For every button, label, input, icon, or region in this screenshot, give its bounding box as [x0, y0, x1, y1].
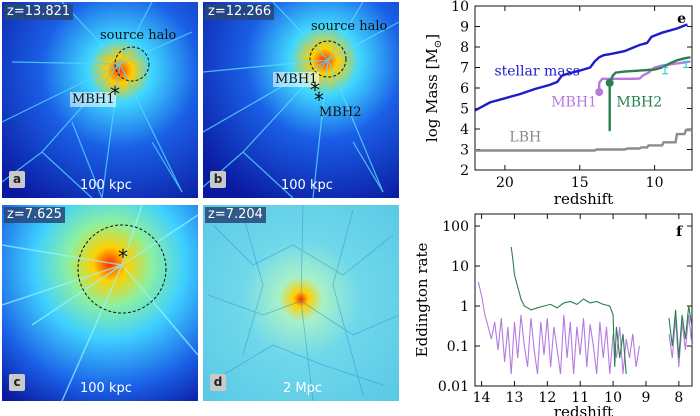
- x-tick-label: 13: [506, 390, 524, 406]
- x-tick-label: 14: [473, 390, 491, 406]
- y-tick-label: 10: [451, 259, 469, 275]
- mass-chart: 2 3 4 5 6 7 8 9 10 20 15 10 redshift log Mass [M⊙] e st…: [423, 0, 693, 205]
- mbh1-star-icon: *: [110, 82, 120, 106]
- y-tick-label: 10: [451, 0, 469, 15]
- series-line-mbh2: [608, 56, 691, 132]
- y-axis-label: Eddington rate: [413, 243, 431, 358]
- mbh1-star-icon: *: [310, 78, 320, 102]
- series-line-lbh: [475, 128, 692, 152]
- series-line-mbh2-late: [668, 305, 692, 359]
- panel-letter: e: [677, 11, 686, 27]
- y-tick-label: 2: [460, 163, 469, 179]
- panel-a-image: z=13.821 source halo MBH1 * a 100 kpc: [2, 2, 198, 198]
- annotation-mbh2: MBH2: [616, 94, 662, 110]
- eddington-chart: 0.01 0.1 1 10 100 14 13 12 11 10 9 8 redshift Eddingt…: [413, 213, 693, 416]
- mbh-star-icon: *: [118, 245, 128, 269]
- source-halo-circle: [114, 46, 150, 82]
- panel-c-field: [2, 205, 198, 401]
- y-tick-label: 4: [460, 122, 469, 138]
- x-tick-label: 10: [646, 175, 664, 191]
- y-tick-label: 6: [460, 81, 469, 97]
- series-line-mbh1-late: [668, 314, 692, 367]
- source-halo-label: source halo: [311, 19, 388, 34]
- annotation-lbh: LBH: [509, 129, 541, 145]
- series-line-mbh1: [477, 281, 640, 375]
- x-tick-label: 11: [571, 390, 589, 406]
- y-tick-label: 100: [442, 219, 469, 235]
- x-tick-label: 9: [642, 390, 651, 406]
- y-tick-label: 3: [460, 143, 469, 159]
- marker-mbh2: [605, 78, 614, 87]
- marker-mbh1: [595, 88, 604, 97]
- x-tick-label: 15: [571, 175, 589, 191]
- scale-bar-label: 100 kpc: [281, 178, 333, 193]
- series-line-mbh1: [598, 60, 691, 93]
- panel-d-image: z=7.204 d 2 Mpc: [203, 205, 399, 401]
- scale-bar-label: 100 kpc: [80, 381, 132, 396]
- source-halo-label: source halo: [100, 28, 177, 43]
- panel-d-field: [203, 205, 399, 401]
- redshift-label: z=7.625: [4, 207, 65, 223]
- series-line-stellar-mass: [475, 23, 688, 112]
- x-axis-label: redshift: [554, 190, 613, 205]
- halo-circle: [77, 224, 167, 314]
- mbh1-label: MBH1: [273, 72, 320, 87]
- y-tick-label: 8: [460, 40, 469, 56]
- x-tick-label: 20: [496, 175, 514, 191]
- panel-letter: c: [9, 374, 25, 391]
- annotation-mbh1: MBH1: [551, 94, 597, 110]
- y-tick-label: 9: [460, 20, 469, 36]
- x-axis-label: redshift: [554, 403, 613, 416]
- series-line-mbh2: [510, 246, 627, 375]
- y-tick-label: 7: [460, 61, 469, 77]
- y-tick-label: 0.01: [438, 379, 469, 395]
- panel-b-field: [203, 2, 399, 198]
- panel-letter: f: [676, 224, 683, 240]
- mbh2-label: MBH2: [319, 105, 362, 120]
- y-axis-label: log Mass [M⊙]: [423, 34, 444, 142]
- x-tick-label: 12: [538, 390, 556, 406]
- y-tick-label: 5: [460, 102, 469, 118]
- x-tick-label: 8: [674, 390, 683, 406]
- mbh2-star-icon: *: [314, 88, 324, 112]
- y-tick-label: 0.1: [447, 339, 469, 355]
- panel-letter: d: [210, 374, 226, 391]
- redshift-label: z=13.821: [4, 4, 74, 20]
- scale-bar-label: 2 Mpc: [283, 381, 323, 396]
- source-halo-circle: [309, 40, 347, 78]
- panel-letter: b: [210, 171, 226, 188]
- redshift-label: z=12.266: [205, 4, 275, 20]
- y-tick-label: 1: [460, 299, 469, 315]
- redshift-label: z=7.204: [205, 207, 266, 223]
- panel-b-image: z=12.266 source halo MBH1 MBH2 * * b 100…: [203, 2, 399, 198]
- annotation-stellar-mass: stellar mass: [494, 64, 580, 80]
- scale-bar-label: 100 kpc: [80, 178, 132, 193]
- panel-letter: a: [9, 171, 25, 188]
- panel-c-image: z=7.625 * c 100 kpc: [2, 205, 198, 401]
- x-tick-label: 10: [604, 390, 622, 406]
- plot-frame: [474, 213, 693, 387]
- mbh1-label: MBH1: [70, 92, 117, 107]
